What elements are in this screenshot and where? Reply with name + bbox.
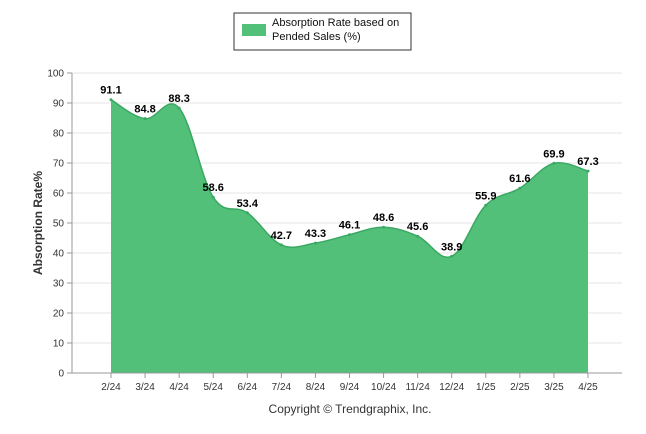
y-axis-title: Absorption Rate% <box>31 171 45 275</box>
data-point <box>143 117 147 121</box>
data-point <box>279 243 283 247</box>
data-label: 91.1 <box>100 85 121 97</box>
y-tick-label: 0 <box>58 369 64 380</box>
data-label: 58.6 <box>203 182 224 194</box>
y-tick-label: 90 <box>53 99 65 110</box>
x-tick-labels: 2/24 3/24 4/24 5/24 6/24 7/24 8/24 9/24 10/24 11/… <box>101 373 598 393</box>
data-label: 55.9 <box>475 190 496 202</box>
x-tick-label: 4/24 <box>169 382 189 393</box>
data-label: 43.3 <box>305 228 326 240</box>
copyright-footer: Copyright © Trendgraphix, Inc. <box>269 402 432 416</box>
data-labels: 91.1 84.8 88.3 58.6 53.4 42.7 43.3 46.1 48.6 45.6… <box>100 85 598 254</box>
data-label: 46.1 <box>339 220 360 232</box>
x-tick-label: 7/24 <box>272 382 292 393</box>
data-label: 53.4 <box>237 198 259 210</box>
y-tick-label: 80 <box>53 129 65 140</box>
data-point <box>416 234 420 238</box>
data-label: 84.8 <box>134 104 155 116</box>
legend-label-line2: Pended Sales (%) <box>272 31 361 43</box>
data-label: 88.3 <box>168 93 189 105</box>
y-tick-label: 100 <box>47 69 64 80</box>
data-label: 42.7 <box>271 230 292 242</box>
x-tick-label: 1/25 <box>476 382 496 393</box>
y-tick-label: 40 <box>53 249 65 260</box>
legend-label-line1: Absorption Rate based on <box>272 17 399 29</box>
x-tick-label: 4/25 <box>578 382 598 393</box>
y-tick-label: 30 <box>53 279 65 290</box>
legend: Absorption Rate based on Pended Sales (%… <box>233 12 412 51</box>
data-point <box>177 106 181 110</box>
x-tick-label: 2/24 <box>101 382 121 393</box>
x-tick-label: 6/24 <box>238 382 258 393</box>
data-point <box>484 203 488 207</box>
data-point <box>245 211 249 215</box>
data-point <box>518 186 522 190</box>
y-tick-label: 70 <box>53 159 65 170</box>
x-tick-label: 9/24 <box>340 382 360 393</box>
y-tick-labels: 0 10 20 30 40 50 60 70 80 90 100 <box>47 69 64 380</box>
data-point <box>552 161 556 165</box>
data-label: 67.3 <box>577 156 598 168</box>
legend-swatch <box>242 24 266 36</box>
x-tick-label: 11/24 <box>405 382 430 393</box>
data-point <box>382 225 386 229</box>
data-point <box>313 241 317 245</box>
data-point <box>348 233 351 237</box>
x-tick-label: 2/25 <box>510 382 530 393</box>
x-tick-label: 8/24 <box>306 382 326 393</box>
y-tick-label: 20 <box>53 309 65 320</box>
data-label: 61.6 <box>509 173 530 185</box>
x-tick-label: 10/24 <box>371 382 396 393</box>
data-label: 38.9 <box>441 241 462 253</box>
area-series <box>109 98 590 373</box>
axes <box>71 73 622 374</box>
x-tick-label: 3/25 <box>544 382 564 393</box>
data-point <box>586 169 590 173</box>
data-label: 69.9 <box>543 148 564 160</box>
area-fill <box>111 99 588 373</box>
data-point <box>211 195 215 199</box>
data-label: 45.6 <box>407 221 428 233</box>
y-tick-label: 50 <box>53 219 65 230</box>
x-tick-label: 12/24 <box>439 382 464 393</box>
y-tick-label: 10 <box>53 339 65 350</box>
data-point <box>109 98 113 102</box>
y-tick-label: 60 <box>53 189 65 200</box>
data-label: 48.6 <box>373 212 394 224</box>
data-point <box>450 254 454 258</box>
x-tick-label: 3/24 <box>135 382 155 393</box>
x-tick-label: 5/24 <box>203 382 223 393</box>
